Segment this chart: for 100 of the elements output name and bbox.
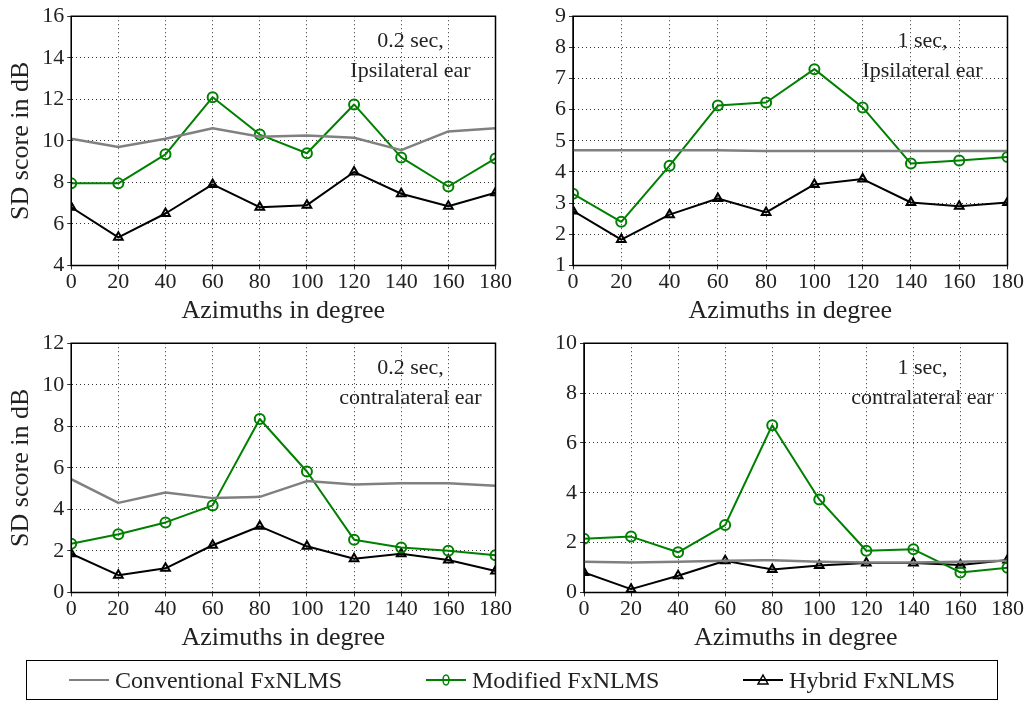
point <box>954 566 967 579</box>
point <box>206 499 219 512</box>
annotation: 0.2 sec, <box>377 353 444 379</box>
x-tick-label: 80 <box>248 595 271 621</box>
point <box>760 206 772 216</box>
point <box>615 215 628 228</box>
point <box>442 180 455 193</box>
x-tick-label: 120 <box>849 595 883 621</box>
y-tick-label: 4 <box>555 157 566 183</box>
point <box>861 556 872 567</box>
legend-label: Conventional FxNLMS <box>114 666 343 694</box>
legend-label: Modified FxNLMS <box>471 666 660 694</box>
point <box>112 177 125 190</box>
point <box>719 554 731 565</box>
point <box>955 558 966 569</box>
x-tick-label: 120 <box>337 595 371 621</box>
y-tick-label: 16 <box>42 1 65 27</box>
point <box>395 187 407 198</box>
point <box>904 157 917 170</box>
y-tick-label: 6 <box>53 453 65 479</box>
y-tick-label: 8 <box>566 378 577 404</box>
point <box>301 540 313 550</box>
x-tick-label: 140 <box>384 595 418 621</box>
x-tick-label: 140 <box>384 268 418 294</box>
point <box>808 63 821 76</box>
point <box>300 465 313 478</box>
point <box>857 173 868 183</box>
annotation: 0.2 sec, <box>377 26 444 52</box>
y-axis-title: SD score in dB <box>5 61 35 220</box>
point <box>813 559 825 569</box>
point <box>442 544 455 557</box>
y-tick-label: 10 <box>555 328 577 354</box>
y-axis-title: SD score in dB <box>5 388 35 547</box>
x-tick-label: 60 <box>714 595 737 621</box>
x-tick-label: 140 <box>896 595 930 621</box>
x-tick-label: 40 <box>667 595 690 621</box>
x-tick-label: 40 <box>154 595 177 621</box>
x-tick-label: 20 <box>107 595 130 621</box>
y-tick-label: 0 <box>53 578 65 604</box>
point <box>760 96 773 109</box>
point <box>443 200 454 210</box>
x-axis-title: Azimuths in degree <box>688 295 893 325</box>
y-tick-label: 7 <box>555 64 566 90</box>
point <box>953 154 966 167</box>
point <box>625 583 637 593</box>
y-tick-label: 2 <box>53 536 65 562</box>
y-tick-label: 12 <box>42 85 65 111</box>
point <box>113 569 124 579</box>
y-tick-label: 14 <box>42 43 65 69</box>
y-tick-label: 8 <box>555 33 566 59</box>
x-tick-label: 160 <box>431 268 465 294</box>
x-tick-label: 180 <box>479 268 512 294</box>
y-tick-label: 12 <box>42 328 65 354</box>
x-tick-label: 100 <box>797 268 831 294</box>
x-tick-label: 180 <box>991 268 1024 294</box>
y-tick-label: 0 <box>566 578 577 604</box>
point <box>443 554 454 564</box>
x-axis-title: Azimuths in degree <box>181 622 386 652</box>
point <box>953 200 965 210</box>
x-tick-label: 100 <box>802 595 836 621</box>
x-tick-label: 160 <box>943 595 977 621</box>
point <box>719 519 732 532</box>
y-tick-label: 8 <box>53 412 65 438</box>
annotation: 1 sec, <box>897 353 948 379</box>
point <box>813 493 826 506</box>
point <box>160 207 171 217</box>
point <box>207 539 218 549</box>
y-tick-label: 4 <box>53 495 65 521</box>
point <box>348 552 360 563</box>
point <box>711 99 724 112</box>
x-tick-label: 180 <box>991 595 1024 621</box>
point <box>113 231 124 241</box>
point <box>908 556 919 567</box>
annotation: 1 sec, <box>897 26 948 52</box>
point <box>348 98 361 111</box>
y-tick-label: 10 <box>42 126 65 152</box>
point <box>860 544 873 557</box>
legend-label: Hybrid FxNLMS <box>789 666 956 694</box>
point <box>766 563 778 573</box>
x-tick-label: 40 <box>658 268 681 294</box>
point <box>159 148 172 161</box>
point <box>905 196 917 206</box>
annotation: contralateral ear <box>339 383 483 409</box>
annotation: Ipsilateral ear <box>350 56 472 82</box>
point <box>300 147 313 160</box>
y-tick-label: 8 <box>53 168 65 194</box>
x-tick-label: 140 <box>894 268 928 294</box>
x-tick-label: 100 <box>290 595 324 621</box>
point <box>112 528 125 541</box>
y-tick-label: 2 <box>566 528 577 554</box>
point <box>615 233 627 244</box>
x-tick-label: 160 <box>431 595 465 621</box>
point <box>663 159 676 172</box>
point <box>254 520 266 530</box>
point <box>672 546 685 559</box>
y-tick-label: 2 <box>555 220 566 246</box>
x-tick-label: 80 <box>761 595 784 621</box>
x-tick-label: 20 <box>610 268 633 294</box>
y-tick-label: 4 <box>53 251 65 277</box>
x-tick-label: 40 <box>154 268 177 294</box>
